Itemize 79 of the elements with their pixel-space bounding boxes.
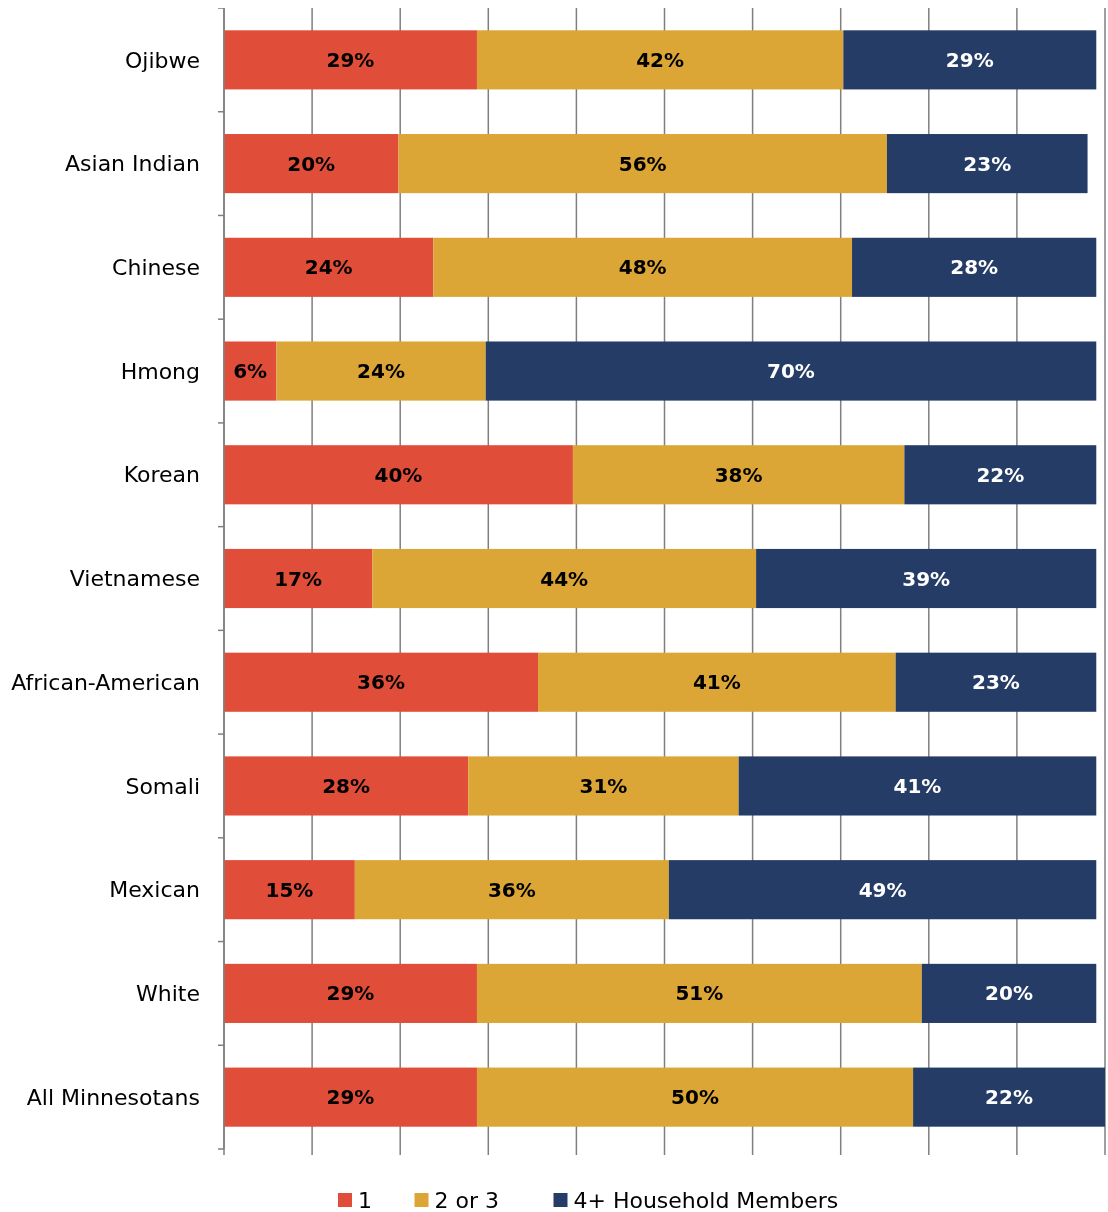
data-label: 24% <box>357 359 405 384</box>
y-tick-label: African-American <box>11 669 200 695</box>
data-label: 42% <box>636 47 685 72</box>
legend-label: 1 <box>358 1187 372 1212</box>
bar <box>372 548 757 609</box>
data-label: 6% <box>233 359 268 384</box>
data-label: 40% <box>374 462 423 487</box>
bar <box>224 756 469 816</box>
data-label: 29% <box>945 47 994 72</box>
bar <box>904 445 1097 505</box>
y-tick-label: Asian Indian <box>65 151 200 177</box>
bar <box>485 341 1097 401</box>
bar <box>224 445 573 505</box>
y-tick-label: White <box>136 981 200 1007</box>
data-label: 41% <box>893 773 942 798</box>
bar <box>756 548 1097 609</box>
data-label: 22% <box>985 1085 1033 1110</box>
y-tick-label: Chinese <box>112 255 200 281</box>
bar <box>224 652 539 712</box>
bar <box>224 860 355 920</box>
y-tick-label: Somali <box>125 773 200 799</box>
data-label: 50% <box>671 1085 719 1110</box>
data-label: 28% <box>950 255 999 280</box>
data-label: 20% <box>985 981 1033 1006</box>
bar <box>468 756 739 816</box>
data-label: 39% <box>902 566 951 591</box>
legend-label: 2 or 3 <box>434 1187 499 1212</box>
data-label: 48% <box>618 255 667 280</box>
bar <box>886 134 1088 194</box>
bar <box>224 963 477 1023</box>
data-label: 20% <box>287 151 336 176</box>
data-label: 70% <box>767 359 815 384</box>
bar <box>852 237 1097 297</box>
data-label: 49% <box>858 877 907 902</box>
data-label: 22% <box>976 462 1025 487</box>
y-tick-label: Hmong <box>120 358 200 384</box>
data-label: 38% <box>714 462 763 487</box>
data-label: 56% <box>618 151 667 176</box>
data-label: 17% <box>274 566 323 591</box>
bar <box>572 445 905 505</box>
bar <box>276 341 486 401</box>
data-label: 44% <box>540 566 589 591</box>
y-tick-label: All Minnesotans <box>26 1084 200 1110</box>
data-label: 29% <box>326 47 375 72</box>
data-label: 29% <box>326 1085 375 1110</box>
bar <box>354 860 669 920</box>
data-label: 23% <box>963 151 1012 176</box>
bar <box>433 237 853 297</box>
bar <box>224 1067 477 1127</box>
y-tick-label: Vietnamese <box>69 566 200 592</box>
bar <box>224 237 434 297</box>
data-label: 36% <box>487 877 536 902</box>
data-label: 23% <box>972 670 1020 695</box>
bar <box>538 652 896 712</box>
bar <box>913 1067 1105 1127</box>
bar <box>224 548 373 609</box>
y-tick-label: Ojibwe <box>124 47 200 73</box>
data-label: 29% <box>326 981 375 1006</box>
y-tick-label: Korean <box>123 462 200 488</box>
data-label: 31% <box>579 773 628 798</box>
data-label: 15% <box>265 877 314 902</box>
bar <box>476 1067 914 1127</box>
bar <box>895 652 1097 712</box>
data-label: 36% <box>357 670 405 695</box>
bar <box>843 30 1097 90</box>
y-tick-label: Mexican <box>109 877 200 903</box>
bar <box>738 756 1097 816</box>
bar <box>224 134 399 194</box>
data-label: 41% <box>692 670 741 695</box>
legend-label: 4+ Household Members <box>573 1187 839 1212</box>
data-label: 51% <box>675 981 724 1006</box>
data-label: 28% <box>322 773 371 798</box>
bar <box>476 30 844 90</box>
bar <box>224 30 477 90</box>
bar <box>398 134 887 194</box>
bar <box>476 963 922 1023</box>
data-label: 24% <box>304 255 353 280</box>
bar <box>668 860 1097 920</box>
bar <box>921 963 1097 1023</box>
